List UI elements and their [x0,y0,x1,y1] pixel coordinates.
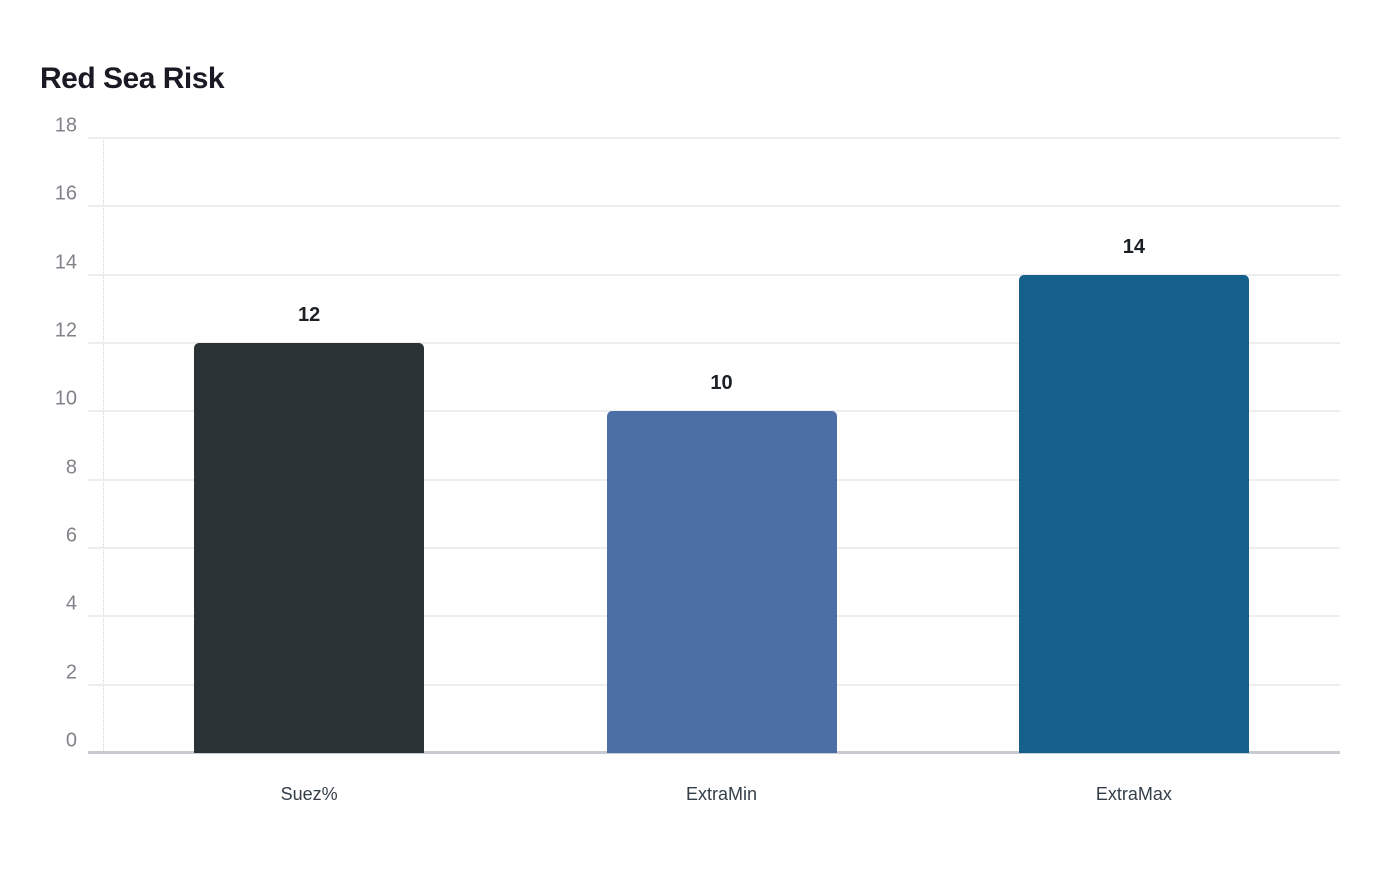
y-tick-label: 14 [54,251,77,274]
y-tick-label: 4 [65,592,77,615]
value-label: 14 [1122,235,1145,258]
gridline [88,273,1340,276]
gridline [88,205,1340,208]
y-tick-label: 2 [65,661,77,684]
y-tick-label: 12 [54,319,77,342]
plot-area: 0 2 4 6 8 10 12 14 16 18 12 Suez% 10 ExtraMin 14 ExtraM… [55,115,1340,804]
y-tick-label: 10 [54,387,77,410]
bar-ExtraMax[interactable] [1018,274,1249,753]
y-tick-label: 0 [65,729,77,752]
bar-Suez%[interactable] [194,343,425,753]
gridline [88,137,1340,139]
value-label: 10 [710,372,733,395]
value-label: 12 [298,304,321,326]
y-tick-label: 8 [65,456,77,479]
x-category-label: ExtraMax [1095,784,1172,804]
chart-title: Red Sea Risk [40,62,225,95]
y-axis-line [103,138,104,753]
y-tick-label: 18 [54,114,77,137]
y-tick-label: 16 [54,182,77,205]
x-category-label: ExtraMin [685,784,758,804]
bar-ExtraMin[interactable] [606,411,837,753]
y-tick-label: 6 [65,524,77,547]
gridline [88,342,1340,344]
x-category-label: Suez% [280,784,338,804]
